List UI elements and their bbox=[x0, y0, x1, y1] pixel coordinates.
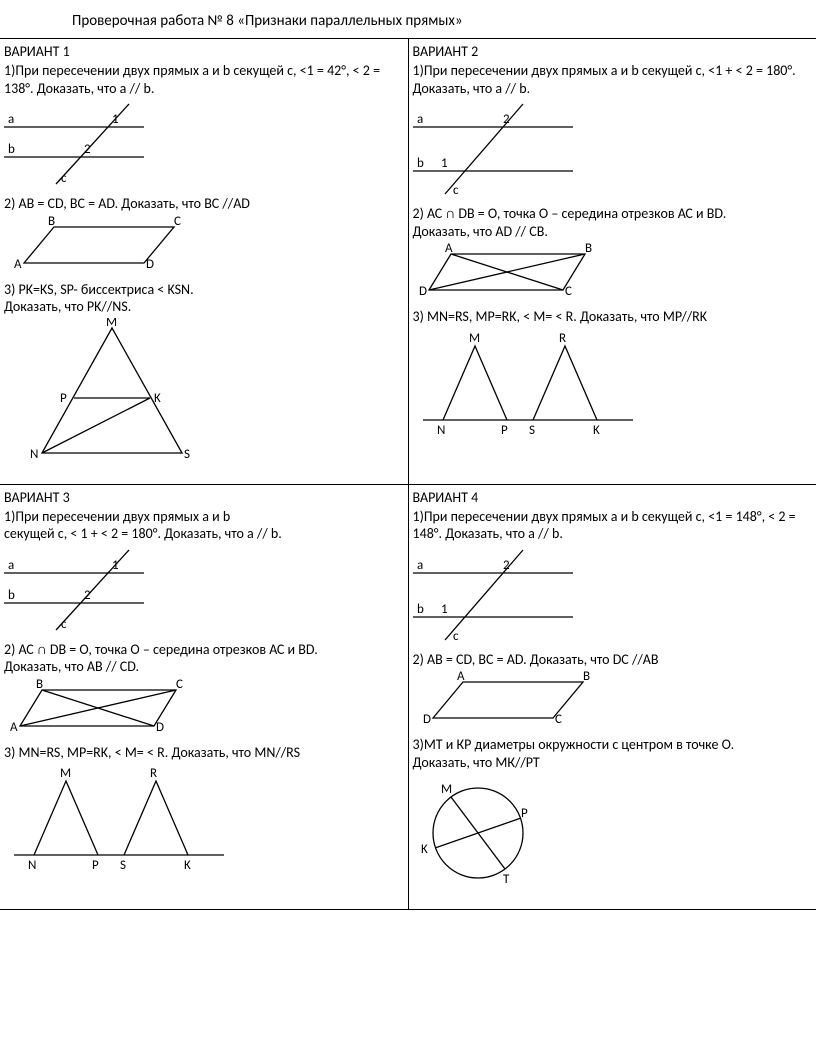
v3-t3: 3) МN=RS, MP=RK, < M= < R. Доказать, что… bbox=[4, 744, 404, 762]
v1-d3: M P K N S bbox=[4, 318, 404, 468]
v3-d2-B: B bbox=[36, 678, 43, 692]
v3-title: ВАРИАНТ 3 bbox=[4, 489, 404, 506]
v2-d3-N: N bbox=[437, 423, 445, 438]
v2-d3-S: S bbox=[529, 423, 535, 438]
v4-d3: M P K T bbox=[413, 773, 813, 893]
v2-d1: a b 2 1 c bbox=[413, 99, 813, 199]
v1-t1: 1)При пересечении двух прямых а и b секу… bbox=[4, 62, 404, 97]
v4-title: ВАРИАНТ 4 bbox=[413, 489, 813, 506]
v2-d1-1: 1 bbox=[441, 156, 448, 171]
v4-d1-c: c bbox=[453, 629, 459, 644]
v2-d1-2: 2 bbox=[503, 112, 510, 127]
v2-t3: 3) МN=RS, MP=RK, < M= < R. Доказать, что… bbox=[413, 308, 813, 326]
v4-d3-T: T bbox=[503, 872, 510, 887]
v1-title: ВАРИАНТ 1 bbox=[4, 43, 404, 60]
v1-d3-M: M bbox=[106, 318, 117, 330]
v3-d1-a: a bbox=[8, 558, 14, 573]
v2-t1: 1)При пересечении двух прямых а и b секу… bbox=[413, 62, 813, 97]
v4-t3a: 3)МТ и КР диаметры окружности с центром … bbox=[413, 736, 813, 754]
v1-d1-b: b bbox=[8, 142, 15, 157]
v3-t1a: 1)При пересечении двух прямых а и b bbox=[4, 508, 404, 526]
v2-d3-P: P bbox=[501, 423, 508, 438]
v2-d3-M: M bbox=[469, 331, 480, 346]
cell-v3: ВАРИАНТ 3 1)При пересечении двух прямых … bbox=[0, 484, 408, 910]
v2-d2-C: C bbox=[565, 284, 572, 299]
v4-d1: a b 2 1 c bbox=[413, 545, 813, 645]
v2-title: ВАРИАНТ 2 bbox=[413, 43, 813, 60]
v3-d1-2: 2 bbox=[84, 588, 91, 603]
v3-t2a: 2) АС ∩ DB = О, точка О – середина отрез… bbox=[4, 641, 404, 659]
v1-d1-2: 2 bbox=[84, 142, 91, 157]
v2-d3: M R N P S K bbox=[413, 328, 813, 438]
cell-v4: ВАРИАНТ 4 1)При пересечении двух прямых … bbox=[408, 484, 816, 910]
v1-d2-D: D bbox=[146, 257, 154, 272]
v3-d3-M: M bbox=[60, 766, 71, 781]
v2-d2-B: B bbox=[585, 242, 592, 256]
v2-t2b: Доказать, что АD // CВ. bbox=[413, 223, 813, 241]
v3-t1b: секущей с, < 1 + < 2 = 180°. Доказать, ч… bbox=[4, 525, 404, 543]
v4-d1-a: a bbox=[417, 558, 423, 573]
v1-d1-a: a bbox=[8, 112, 14, 127]
v2-d1-b: b bbox=[417, 156, 424, 171]
v4-d1-b: b bbox=[417, 602, 424, 617]
v2-t2a: 2) АС ∩ DB = О, точка О – середина отрез… bbox=[413, 205, 813, 223]
v1-t3a: 3) PK=KS, SP- биссектриса < KSN. bbox=[4, 281, 404, 299]
v4-d2: A B D C bbox=[413, 670, 813, 730]
v3-d3-N: N bbox=[28, 858, 36, 873]
v3-d2-C: C bbox=[176, 678, 183, 692]
v1-d3-S: S bbox=[184, 447, 190, 462]
v3-d2-A: A bbox=[10, 720, 18, 735]
v1-d1-c: c bbox=[61, 171, 67, 186]
v4-d2-A: A bbox=[457, 670, 465, 684]
v4-d1-1: 1 bbox=[441, 602, 448, 617]
v3-d2: B C A D bbox=[4, 678, 404, 738]
v4-d2-C: C bbox=[555, 712, 562, 727]
v2-d3-K: K bbox=[593, 423, 600, 438]
v1-d1-1: 1 bbox=[112, 112, 119, 127]
v4-d2-D: D bbox=[423, 712, 431, 727]
v4-t2: 2) АВ = СD, ВС = AD. Доказать, что DС //… bbox=[413, 651, 813, 669]
v1-d3-N: N bbox=[30, 447, 38, 462]
v2-d1-c: c bbox=[453, 183, 459, 198]
variant-table: ВАРИАНТ 1 1)При пересечении двух прямых … bbox=[0, 38, 816, 910]
v4-d3-M: M bbox=[441, 782, 452, 797]
v1-d2-A: A bbox=[14, 257, 22, 272]
cell-v2: ВАРИАНТ 2 1)При пересечении двух прямых … bbox=[408, 39, 816, 485]
v1-d3-P: P bbox=[60, 391, 67, 406]
v3-d1-c: c bbox=[61, 617, 67, 632]
v4-t3b: Доказать, что МК//РТ bbox=[413, 754, 813, 772]
v2-d2-A: A bbox=[445, 242, 453, 256]
v3-t2b: Доказать, что АВ // CD. bbox=[4, 658, 404, 676]
v3-d3-K: K bbox=[184, 858, 191, 873]
v3-d3-P: P bbox=[92, 858, 99, 873]
v3-d1-b: b bbox=[8, 588, 15, 603]
v1-d1: a b 1 2 c bbox=[4, 99, 404, 189]
v4-d1-2: 2 bbox=[503, 558, 510, 573]
v2-d3-R: R bbox=[559, 331, 566, 346]
v1-d2: A B C D bbox=[4, 215, 404, 275]
v2-d1-a: a bbox=[417, 112, 423, 127]
v4-d3-P: P bbox=[521, 806, 528, 821]
v3-d3-R: R bbox=[150, 766, 157, 781]
cell-v1: ВАРИАНТ 1 1)При пересечении двух прямых … bbox=[0, 39, 408, 485]
v1-d2-B: B bbox=[48, 215, 55, 229]
v3-d3-S: S bbox=[120, 858, 126, 873]
v2-d2-D: D bbox=[419, 284, 427, 299]
v3-d2-D: D bbox=[156, 720, 164, 735]
v1-d3-K: K bbox=[154, 391, 161, 406]
v3-d3: M R N P S K bbox=[4, 763, 404, 873]
v3-d1: a b 1 2 c bbox=[4, 545, 404, 635]
v4-t1: 1)При пересечении двух прямых а и b секу… bbox=[413, 508, 813, 543]
v4-d3-K: K bbox=[421, 842, 428, 857]
v1-d2-C: C bbox=[174, 215, 181, 229]
v2-d2: A B D C bbox=[413, 242, 813, 302]
page-title: Проверочная работа № 8 «Признаки паралле… bbox=[0, 0, 816, 38]
v1-t3b: Доказать, что PK//NS. bbox=[4, 298, 404, 316]
v4-d2-B: B bbox=[583, 670, 590, 684]
v3-d1-1: 1 bbox=[112, 558, 119, 573]
v1-t2: 2) АВ = СD, ВС = AD. Доказать, что ВС //… bbox=[4, 195, 404, 213]
